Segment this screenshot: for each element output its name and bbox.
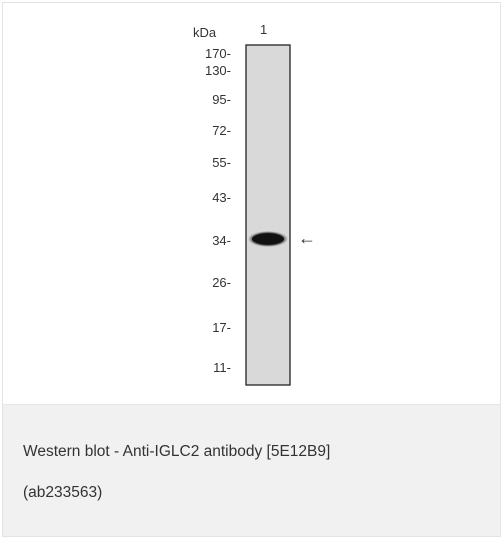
marker-label: 72-	[212, 123, 231, 138]
marker-label: 95-	[212, 92, 231, 107]
western-blot-image: kDa 1 ← 170- 130- 95- 72- 55- 43- 34- 26…	[193, 22, 316, 386]
marker-label: 11-	[213, 360, 231, 375]
marker-label: 170-	[205, 46, 231, 61]
caption-product-code: (ab233563)	[23, 484, 103, 501]
marker-label: 130-	[205, 63, 231, 78]
figure-caption: Western blot - Anti-IGLC2 antibody [5E12…	[3, 404, 500, 536]
units-label: kDa	[193, 25, 217, 40]
protein-band-core	[252, 233, 284, 245]
western-blot-figure: kDa 1 ← 170- 130- 95- 72- 55- 43- 34- 26…	[3, 3, 500, 404]
lane-label: 1	[260, 22, 267, 37]
marker-label: 34-	[212, 233, 231, 248]
marker-labels: 170- 130- 95- 72- 55- 43- 34- 26- 17- 11…	[205, 46, 231, 375]
marker-label: 17-	[212, 320, 231, 335]
marker-label: 55-	[212, 155, 231, 170]
marker-label: 26-	[212, 275, 231, 290]
band-arrow-icon: ←	[298, 228, 316, 248]
marker-label: 43-	[212, 190, 231, 205]
gel-lane-texture	[247, 46, 289, 384]
caption-title: Western blot - Anti-IGLC2 antibody [5E12…	[23, 443, 331, 460]
